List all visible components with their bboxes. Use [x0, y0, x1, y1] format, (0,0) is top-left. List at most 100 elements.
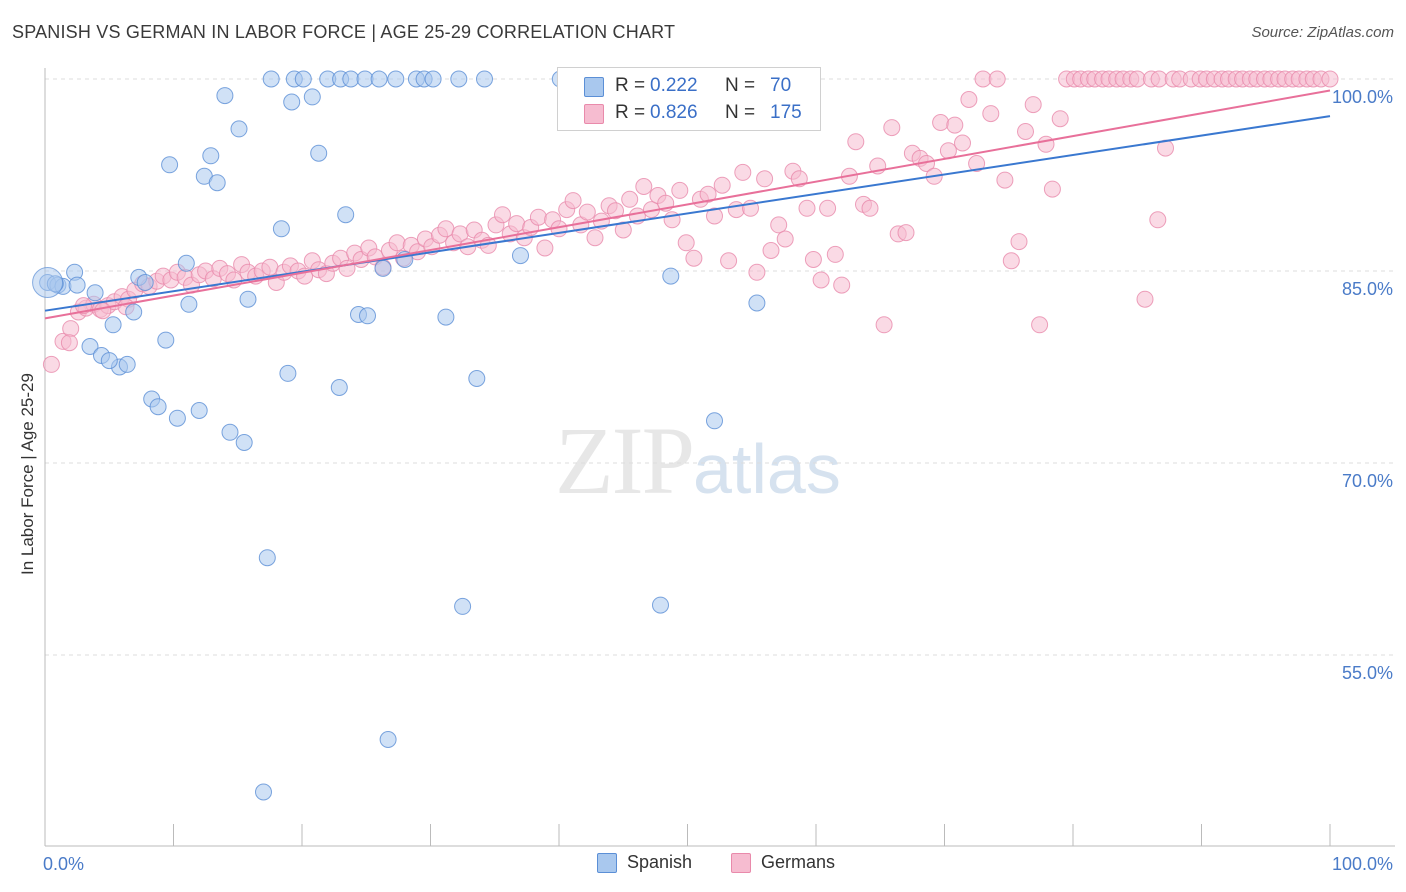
legend-label-germans: Germans — [761, 852, 836, 872]
german-point — [388, 234, 406, 252]
x-tick-label: 0.0% — [43, 854, 84, 874]
german-point — [861, 199, 879, 217]
german-point — [1031, 316, 1049, 334]
german-point — [946, 116, 964, 134]
germans-swatch — [731, 852, 751, 873]
stats-legend: R = 0.222 N = 70 R = 0.826 N = 175 — [557, 67, 821, 131]
spanish-point — [180, 295, 198, 313]
spanish-point — [258, 549, 276, 567]
german-point — [685, 249, 703, 267]
n-value: 70 — [770, 75, 792, 96]
german-point — [1043, 180, 1061, 198]
spanish-point — [262, 70, 280, 88]
german-point — [734, 163, 752, 181]
german-point — [508, 215, 526, 233]
spanish-point — [748, 294, 766, 312]
y-tick-label: 70.0% — [1342, 471, 1393, 491]
spanish-point — [216, 87, 234, 105]
spanish-point — [310, 144, 328, 162]
y-tick-label: 85.0% — [1342, 279, 1393, 299]
spanish-point — [68, 276, 86, 294]
spanish-point — [468, 370, 486, 387]
r-value: 0.826 — [650, 102, 698, 123]
german-point — [671, 181, 689, 199]
spanish-point — [512, 247, 529, 265]
german-point — [94, 302, 112, 320]
spanish-point — [255, 783, 272, 801]
legend-item-spanish[interactable]: Spanish — [597, 852, 692, 873]
spanish-point — [149, 398, 167, 416]
legend-item-germans[interactable]: Germans — [731, 852, 835, 873]
german-point — [1136, 290, 1154, 308]
german-point — [982, 105, 1000, 123]
german-point — [1321, 70, 1339, 88]
german-point — [706, 207, 723, 225]
n-label: N = — [725, 102, 756, 123]
spanish-point — [161, 156, 179, 174]
r-label: R = — [615, 75, 646, 96]
spanish-point — [81, 338, 99, 355]
spanish-point — [342, 70, 360, 88]
german-point — [1002, 252, 1020, 270]
spanish-point — [235, 434, 253, 451]
german-point — [564, 192, 582, 210]
spanish-point — [32, 267, 64, 299]
spanish-point — [652, 596, 669, 614]
german-point — [677, 234, 695, 252]
german-point — [819, 199, 837, 217]
spanish-point — [100, 352, 118, 370]
german-point — [826, 245, 844, 263]
german-point — [529, 208, 547, 226]
german-point — [932, 114, 950, 131]
spanish-point — [706, 412, 723, 430]
spanish-point — [86, 284, 104, 302]
spanish-point — [177, 254, 195, 272]
german-point — [812, 271, 830, 289]
german-point — [727, 201, 745, 219]
german-point — [338, 259, 356, 277]
spanish-point — [208, 174, 226, 192]
german-point — [776, 230, 794, 248]
germans-swatch — [584, 104, 604, 124]
spanish-point — [370, 70, 388, 88]
spanish-point — [221, 423, 239, 441]
legend-label-spanish: Spanish — [627, 852, 693, 872]
spanish-point — [330, 379, 348, 396]
german-point — [968, 155, 986, 172]
german-point — [988, 70, 1006, 88]
german-point — [494, 206, 511, 224]
spanish-point — [190, 402, 208, 419]
spanish-point — [168, 409, 186, 427]
german-point — [614, 221, 632, 239]
y-tick-label: 100.0% — [1332, 87, 1393, 107]
german-point — [437, 220, 455, 238]
spanish-point — [424, 70, 442, 88]
spanish-point — [359, 307, 376, 325]
spanish-point — [279, 364, 297, 382]
german-point — [770, 216, 788, 234]
r-label: R = — [615, 102, 646, 123]
german-point — [1010, 233, 1028, 251]
spanish-point — [136, 274, 154, 291]
spanish-point — [387, 70, 405, 88]
german-point — [60, 334, 78, 352]
german-point — [833, 276, 851, 294]
spanish-swatch — [597, 852, 617, 873]
spanish-point — [125, 303, 143, 321]
german-point — [804, 251, 822, 268]
spanish-trend-line — [44, 115, 1331, 312]
german-point — [607, 202, 624, 220]
spanish-point — [230, 120, 248, 138]
german-point — [62, 320, 80, 338]
spanish-point — [662, 267, 680, 285]
spanish-point — [476, 70, 493, 88]
r-value: 0.222 — [650, 75, 698, 96]
x-tick-label: 100.0% — [1332, 854, 1393, 874]
german-point — [847, 133, 865, 151]
spanish-point — [379, 731, 397, 748]
german-point — [954, 134, 971, 152]
y-tick-label: 55.0% — [1342, 663, 1393, 683]
german-point — [974, 70, 992, 88]
german-point — [897, 224, 915, 242]
german-point — [42, 355, 60, 373]
